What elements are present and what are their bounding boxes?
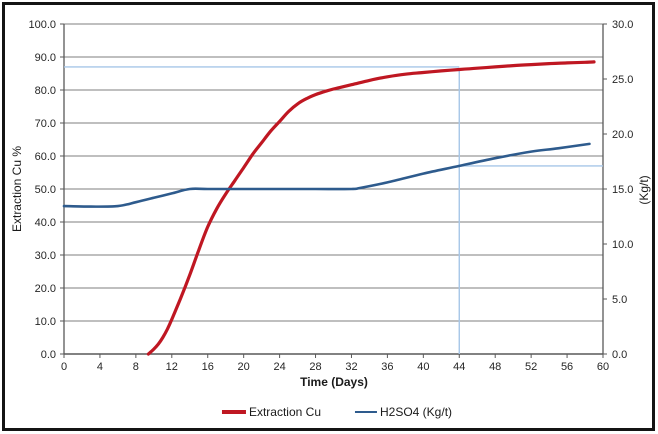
- x-axis-tick-label: 0: [61, 361, 67, 373]
- left-axis-tick-label: 30.0: [35, 250, 56, 262]
- left-axis-tick-label: 80.0: [35, 85, 56, 97]
- right-axis-tick-label: 20.0: [612, 129, 633, 141]
- legend-item-h2so4: H2SO4 (Kg/t): [355, 405, 452, 419]
- legend-label-extraction-cu: Extraction Cu: [248, 405, 321, 419]
- extraction-cu-curve: [146, 60, 596, 356]
- x-axis-tick-label: 60: [597, 361, 609, 373]
- x-axis-tick-label: 48: [489, 361, 501, 373]
- left-axis-tick-label: 70.0: [35, 118, 56, 130]
- right-axis-tick-label: 0.0: [612, 349, 627, 361]
- left-axis-tick-label: 60.0: [35, 151, 56, 163]
- h2so4-kg-t-curve: [62, 142, 591, 208]
- right-axis-title: (Kg/t): [637, 175, 651, 205]
- left-axis-tick-label: 90.0: [35, 52, 56, 64]
- left-axis-tick-label: 40.0: [35, 217, 56, 229]
- right-axis-tick-label: 15.0: [612, 184, 633, 196]
- right-axis-tick-label: 5.0: [612, 294, 627, 306]
- x-axis-tick-label: 44: [453, 361, 465, 373]
- x-axis-tick-label: 28: [309, 361, 321, 373]
- legend-line-red-icon: [221, 410, 246, 414]
- legend-item-extraction-cu: Extraction Cu: [221, 405, 321, 419]
- legend-label-h2so4: H2SO4 (Kg/t): [380, 405, 453, 419]
- right-axis-tick-label: 25.0: [612, 74, 633, 86]
- x-axis-tick-label: 24: [273, 361, 285, 373]
- left-axis-tick-label: 100.0: [28, 19, 56, 31]
- x-axis-tick-label: 12: [166, 361, 178, 373]
- x-axis-tick-label: 40: [417, 361, 429, 373]
- chart-legend: Extraction Cu H2SO4 (Kg/t): [221, 405, 452, 419]
- x-axis-tick-label: 8: [133, 361, 139, 373]
- x-axis-tick-label: 56: [561, 361, 573, 373]
- x-axis-tick-label: 36: [381, 361, 393, 373]
- x-axis-tick-label: 52: [525, 361, 537, 373]
- left-axis-tick-label: 50.0: [35, 184, 56, 196]
- right-axis-tick-label: 30.0: [612, 19, 633, 31]
- left-axis-tick-label: 0.0: [41, 349, 56, 361]
- legend-line-blue-icon: [355, 410, 377, 414]
- x-axis-tick-label: 4: [97, 361, 103, 373]
- x-axis-tick-label: 20: [238, 361, 250, 373]
- left-axis-tick-label: 20.0: [35, 283, 56, 295]
- left-axis-title: Extraction Cu %: [10, 145, 24, 233]
- x-axis-title: Time (Days): [300, 375, 368, 389]
- x-axis-tick-label: 16: [202, 361, 214, 373]
- x-axis-tick-label: 32: [345, 361, 357, 373]
- right-axis-tick-label: 10.0: [612, 239, 633, 251]
- left-axis-tick-label: 10.0: [35, 316, 56, 328]
